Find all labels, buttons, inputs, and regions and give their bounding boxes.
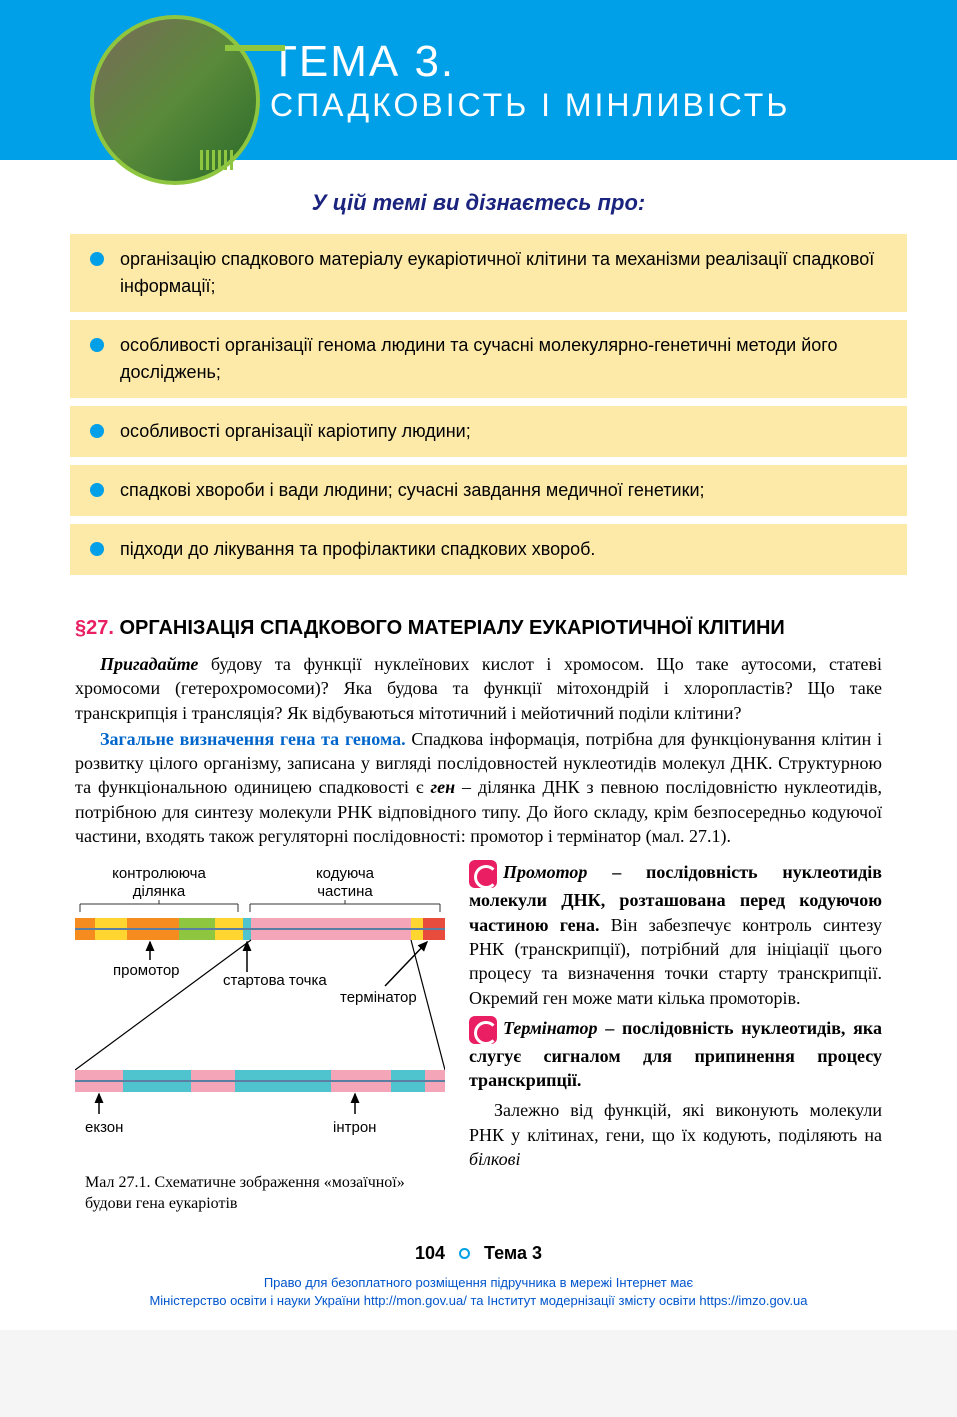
section-title-text: ОРГАНІЗАЦІЯ СПАДКОВОГО МАТЕРІАЛУ ЕУКАРІО… [120,617,785,639]
textbook-page: ТЕМА 3. СПАДКОВІСТЬ І МІНЛИВІСТЬ У цій т… [0,0,957,1330]
header-decor-bars2 [200,150,250,170]
diagram-svg: контролююча ділянка кодуюча частина [75,860,445,1160]
svg-text:частина: частина [317,883,373,900]
chapter-number: ТЕМА 3. [270,37,790,87]
bullet-item: особливості організації каріотипу людини… [70,406,907,457]
page-number-block: 104 Тема 3 [415,1243,542,1264]
header-decor-bar [225,45,285,51]
body-content: Пригадайте будову та функції нуклеїнових… [75,652,882,848]
rights-text: Право для безоплатного розміщення підруч… [0,1274,957,1310]
definitions-column: Промотор – послідовність нуклеотидів мол… [469,860,882,1215]
def-promoter: Промотор – послідовність нуклеотидів мол… [469,860,882,1009]
recall-paragraph: Пригадайте будову та функції нуклеїнових… [75,652,882,725]
def-terminator: Термінатор – послідовність нуклеотидів, … [469,1016,882,1093]
two-column-layout: контролююча ділянка кодуюча частина [75,860,882,1215]
section-heading: §27. ОРГАНІЗАЦІЯ СПАДКОВОГО МАТЕРІАЛУ ЕУ… [75,615,882,642]
chapter-header: ТЕМА 3. СПАДКОВІСТЬ І МІНЛИВІСТЬ [0,0,957,160]
def3-em: білкові [469,1149,520,1169]
bullet-item: підходи до лікування та профілактики спа… [70,524,907,575]
def3-text: Залежно від функцій, які виконують молек… [469,1100,882,1144]
chapter-title: ТЕМА 3. СПАДКОВІСТЬ І МІНЛИВІСТЬ [270,37,790,124]
label-coding-part: кодуюча [316,865,375,882]
term-gen: ген [431,777,456,797]
rights-line2: Міністерство освіти і науки України http… [0,1292,957,1310]
label-exon: екзон [85,1119,123,1136]
def2-lead: Термінатор [503,1018,598,1038]
recall-label: Пригадайте [100,654,198,674]
footer-topic: Тема 3 [484,1243,542,1264]
label-promoter: промотор [113,962,180,979]
intro-heading: У цій темі ви дізнаєтесь про: [0,190,957,216]
label-intron: інтрон [333,1119,376,1136]
chapter-name: СПАДКОВІСТЬ І МІНЛИВІСТЬ [270,87,790,124]
definition-icon [469,1016,497,1044]
def1-lead: Промотор [503,862,587,882]
bullet-item: організацію спадкового матеріалу еукаріо… [70,234,907,312]
page-number: 104 [415,1243,445,1264]
footer-dot-icon [459,1248,470,1259]
def3-para: Залежно від функцій, які виконують молек… [469,1098,882,1171]
rights-line1: Право для безоплатного розміщення підруч… [0,1274,957,1292]
gene-diagram: контролююча ділянка кодуюча частина [75,860,445,1215]
definition-icon [469,860,497,888]
bullet-item: особливості організації генома людини та… [70,320,907,398]
bullet-item: спадкові хвороби і вади людини; сучасні … [70,465,907,516]
label-start-point: стартова точка [223,972,327,989]
label-terminator: термінатор [340,989,417,1006]
diagram-column: контролююча ділянка кодуюча частина [75,860,445,1215]
subheading: Загальне визначення гена та генома. [100,729,406,749]
svg-text:ділянка: ділянка [133,883,186,900]
main-paragraph: Загальне визначення гена та генома. Спад… [75,727,882,848]
label-control-region: контролююча [112,865,206,882]
diagram-caption: Мал 27.1. Схематичне зображення «мозаїчн… [75,1173,445,1215]
page-footer: 104 Тема 3 Право для безоплатного розміщ… [0,1243,957,1330]
section-number: §27. [75,617,114,639]
